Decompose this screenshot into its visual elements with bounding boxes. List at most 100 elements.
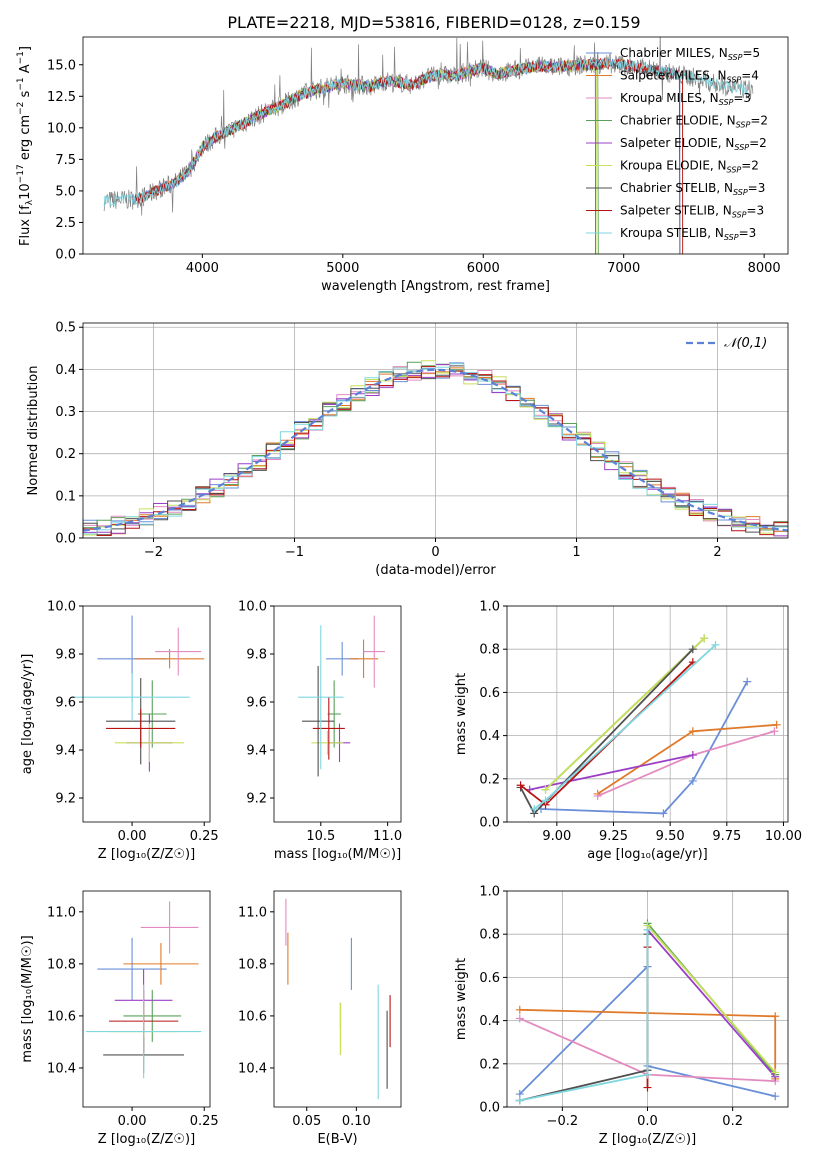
y-tick-label: 9.8 (55, 648, 76, 663)
mass-weight-marker (771, 1092, 780, 1101)
x-tick-label: 0.25 (190, 829, 219, 844)
mass-weight-marker (541, 796, 550, 805)
y-tick-label: 0.6 (479, 686, 500, 701)
axes-frame (506, 605, 789, 823)
y-tick-label: 9.2 (55, 792, 76, 807)
x-tick-label: 10.00 (765, 829, 802, 844)
legend-subscript: SSP (732, 211, 747, 220)
legend-label: Chabrier ELODIE, NSSP=2 (620, 114, 768, 130)
mass-weight-marker (688, 751, 697, 760)
y-tick-label: 0.8 (479, 928, 500, 943)
x-tick-label: 4000 (186, 261, 219, 276)
y-tick-label: 0.4 (479, 1014, 500, 1029)
legend-label: 𝒩(0,1) (724, 336, 767, 351)
y-tick-label: 9.4 (246, 744, 267, 759)
y-tick-label: 10.8 (238, 957, 267, 972)
y-tick-label: 0.0 (55, 248, 76, 263)
y-axis-label: mass [log₁₀(M/M☉)] (20, 935, 35, 1062)
x-tick-label: 0.05 (292, 1114, 321, 1129)
y-tick-label: 10.0 (47, 600, 76, 615)
y-tick-label: 0.0 (479, 1101, 500, 1116)
y-tick-label: 10.0 (47, 121, 76, 136)
x-tick-label: −0.2 (547, 1114, 579, 1129)
x-tick-label: 10.5 (306, 829, 335, 844)
mass-weight-marker (771, 1068, 780, 1077)
axes-frame (273, 605, 402, 823)
mass-weight-marker (643, 1083, 652, 1092)
normal-curve (82, 368, 789, 532)
mass-weight-marker (515, 1005, 524, 1014)
x-tick-label: 0 (431, 545, 439, 560)
x-tick-label: 9.75 (712, 829, 741, 844)
legend-count: =3 (746, 204, 764, 218)
x-tick-label: 7000 (607, 261, 640, 276)
mass-weight-line (646, 925, 776, 1073)
mass-weight-marker (541, 785, 550, 794)
y-tick-label: 10.6 (238, 1009, 267, 1024)
legend-subscript: SSP (728, 53, 743, 62)
observed-spectrum (103, 37, 754, 216)
mass-weight-marker (688, 776, 697, 785)
legend-label: Salpeter STELIB, NSSP=3 (620, 204, 764, 220)
mass-weight-marker (515, 1096, 524, 1105)
x-tick-label: 0.00 (118, 829, 147, 844)
legend-label: Kroupa MILES, NSSP=3 (620, 91, 751, 107)
x-tick-label: 0.2 (722, 1114, 743, 1129)
y-tick-label: 10.6 (47, 1009, 76, 1024)
x-tick-label: 5000 (326, 261, 359, 276)
legend-subscript: SSP (727, 166, 742, 175)
x-tick-label: 9.25 (599, 829, 628, 844)
legend-count: =4 (741, 69, 759, 83)
mass-weight-vs-metallicity-panel: −0.2 0.0 0.2 0.0 0.2 0.4 0.6 0.8 1.0 Z [log₁₀(Z/Z… (454, 885, 789, 1147)
x-axis-label: Z [log₁₀(Z/Z☉)] (98, 1132, 195, 1147)
y-tick-label: 1.0 (479, 885, 500, 900)
y-tick-label: 0.2 (479, 1057, 500, 1072)
x-axis-label: mass [log₁₀(M/M☉)] (274, 847, 401, 862)
mass-vs-metallicity-panel: 0.00 0.25 10.4 10.6 10.8 11.0 Z [log₁₀(Z/Z☉)] m… (20, 890, 219, 1147)
legend-subscript: SSP (724, 233, 739, 242)
x-axis-label: wavelength [Angstrom, rest frame] (321, 279, 550, 294)
mass-weight-marker (659, 809, 668, 818)
y-axis-label: mass weight (454, 958, 469, 1040)
x-tick-label: 0.00 (118, 1114, 147, 1129)
age-vs-mass-panel: 10.5 11.0 9.2 9.4 9.6 9.8 10.0 mass [log₁₀(M/M☉… (238, 600, 402, 863)
model-spectrum-line (103, 57, 750, 207)
x-axis-label: age [log₁₀(age/yr)] (587, 847, 708, 862)
y-tick-label: 1.0 (479, 600, 500, 615)
y-tick-label: 10.4 (238, 1061, 267, 1076)
y-tick-label: 0.4 (479, 729, 500, 744)
mass-weight-marker (530, 805, 539, 814)
y-axis-label: Normed distribution (26, 366, 41, 496)
x-tick-label: 8000 (748, 261, 781, 276)
axes-frame (273, 890, 402, 1108)
y-tick-label: 0.5 (55, 321, 76, 336)
y-tick-label: 10.8 (47, 957, 76, 972)
mass-weight-line (646, 929, 776, 1078)
legend-count: =2 (741, 159, 759, 173)
x-axis-label: (data-model)/error (375, 563, 496, 578)
y-tick-label: 9.8 (246, 648, 267, 663)
y-tick-label: 0.1 (55, 489, 76, 504)
x-tick-label: 9.50 (656, 829, 685, 844)
legend-count: =3 (733, 91, 751, 105)
legend-count: =2 (749, 136, 767, 150)
y-tick-label: 5.0 (55, 184, 76, 199)
legend-subscript: SSP (733, 188, 748, 197)
legend-subscript: SSP (734, 143, 749, 152)
mass-weight-marker (711, 640, 720, 649)
age-vs-metallicity-panel: 0.00 0.25 9.2 9.4 9.6 9.8 10.0 Z [log₁₀(Z/Z☉)] a… (20, 600, 219, 863)
y-tick-label: 9.2 (246, 792, 267, 807)
y-tick-label: 9.4 (55, 744, 76, 759)
legend-label: Chabrier STELIB, NSSP=3 (620, 181, 765, 197)
x-tick-label: 9.00 (542, 829, 571, 844)
mass-weight-marker (772, 720, 781, 729)
model-spectrum-line (190, 58, 598, 254)
y-tick-label: 0.8 (479, 643, 500, 658)
figure-title: PLATE=2218, MJD=53816, FIBERID=0128, z=0… (227, 13, 640, 32)
y-tick-label: 0.2 (55, 447, 76, 462)
y-tick-label: 12.5 (47, 90, 76, 105)
mass-weight-marker (743, 677, 752, 686)
x-tick-label: 0.10 (342, 1114, 371, 1129)
legend-label: Salpeter MILES, NSSP=4 (620, 69, 759, 85)
